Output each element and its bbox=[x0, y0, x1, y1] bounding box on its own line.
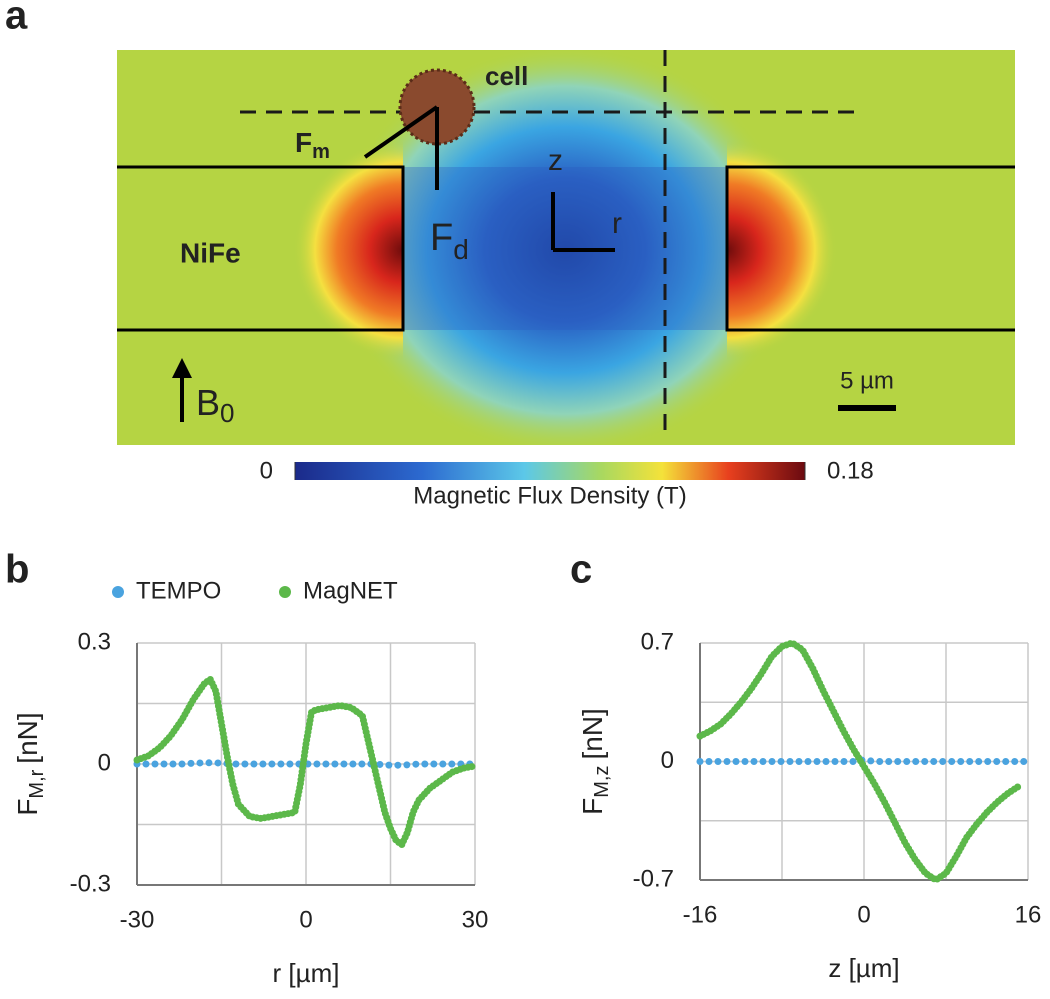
series-line bbox=[696, 639, 1022, 885]
label-main: F bbox=[12, 799, 43, 816]
x-axis-title: r [µm] bbox=[273, 958, 340, 988]
label-unit: [nN] bbox=[12, 712, 43, 763]
material-label: NiFe bbox=[180, 237, 241, 268]
colorbar bbox=[295, 462, 805, 480]
panel-label: b bbox=[5, 548, 29, 592]
x-tick-label: 30 bbox=[462, 906, 489, 933]
label-main: B bbox=[196, 382, 220, 423]
y-axis-title: FM,z [nN] bbox=[577, 708, 613, 815]
series-line bbox=[696, 756, 1032, 765]
y-tick-label: -0.3 bbox=[70, 870, 111, 897]
label-main: F bbox=[577, 798, 608, 815]
legend-label: MagNET bbox=[303, 577, 398, 604]
legend-marker bbox=[279, 586, 291, 598]
series-line bbox=[133, 759, 479, 769]
colorbar-tick-label: 0 bbox=[260, 457, 273, 484]
label-main: F bbox=[295, 127, 312, 158]
axis-z-label: z bbox=[548, 144, 563, 177]
y-tick-label: 0.7 bbox=[641, 628, 674, 655]
series-line bbox=[133, 673, 479, 850]
field-map bbox=[117, 50, 1015, 445]
label-sub: 0 bbox=[220, 398, 234, 428]
y-axis-title: FM,r [nN] bbox=[12, 712, 48, 815]
x-tick-label: 16 bbox=[1015, 901, 1042, 928]
label-main: F bbox=[430, 217, 453, 259]
label-sub: d bbox=[453, 234, 469, 265]
label-sub: M,r bbox=[26, 769, 48, 798]
x-tick-label: 0 bbox=[857, 901, 870, 928]
panel-label: c bbox=[570, 548, 592, 592]
legend-marker bbox=[112, 586, 124, 598]
cell-label: cell bbox=[485, 61, 528, 91]
label-unit: [nN] bbox=[577, 708, 608, 759]
x-tick-label: -16 bbox=[683, 901, 718, 928]
y-tick-label: 0.3 bbox=[78, 628, 111, 655]
scale-bar-label: 5 µm bbox=[840, 367, 894, 394]
x-tick-label: -30 bbox=[120, 906, 155, 933]
x-tick-label: 0 bbox=[299, 906, 312, 933]
legend-label: TEMPO bbox=[136, 577, 221, 604]
y-tick-label: 0 bbox=[98, 749, 111, 776]
force-d-label: Fd bbox=[430, 217, 469, 265]
label-sub: M,z bbox=[591, 766, 613, 798]
field-label: B0 bbox=[196, 382, 234, 428]
x-axis-title: z [µm] bbox=[828, 953, 899, 983]
axis-r-label: r bbox=[612, 207, 622, 240]
colorbar-label: Magnetic Flux Density (T) bbox=[413, 482, 686, 509]
label-sub: m bbox=[312, 141, 330, 163]
y-tick-label: 0 bbox=[661, 747, 674, 774]
force-m-label: Fm bbox=[295, 127, 330, 163]
y-tick-label: -0.7 bbox=[633, 865, 674, 892]
colorbar-tick-label: 0.18 bbox=[827, 457, 874, 484]
panel-label: a bbox=[5, 0, 28, 38]
